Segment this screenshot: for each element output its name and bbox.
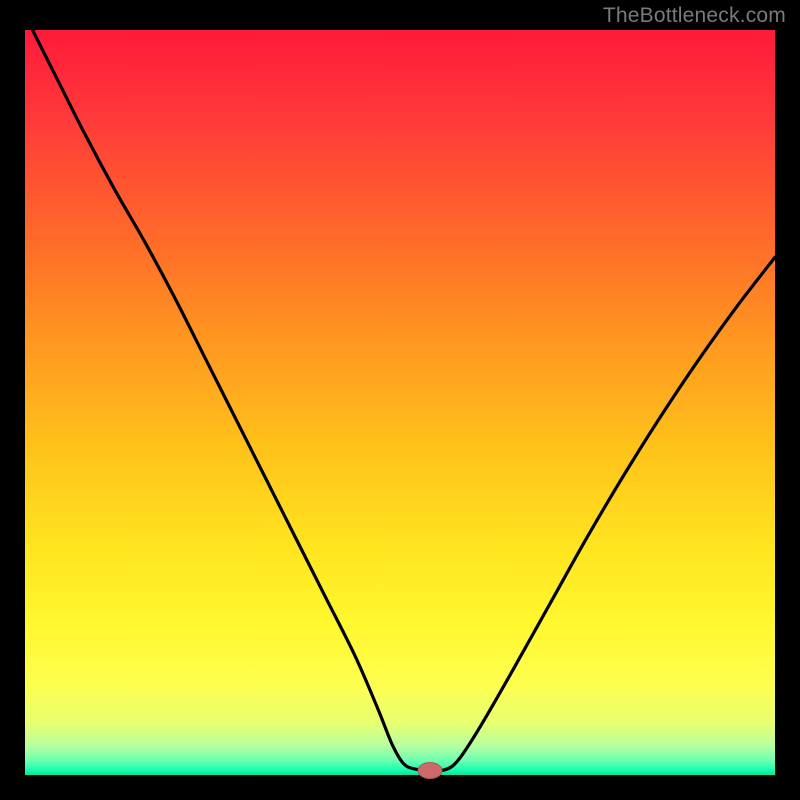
chart-frame: TheBottleneck.com: [0, 0, 800, 800]
bottleneck-chart: [0, 0, 800, 800]
gradient-background: [25, 30, 775, 775]
optimal-marker: [418, 763, 442, 779]
